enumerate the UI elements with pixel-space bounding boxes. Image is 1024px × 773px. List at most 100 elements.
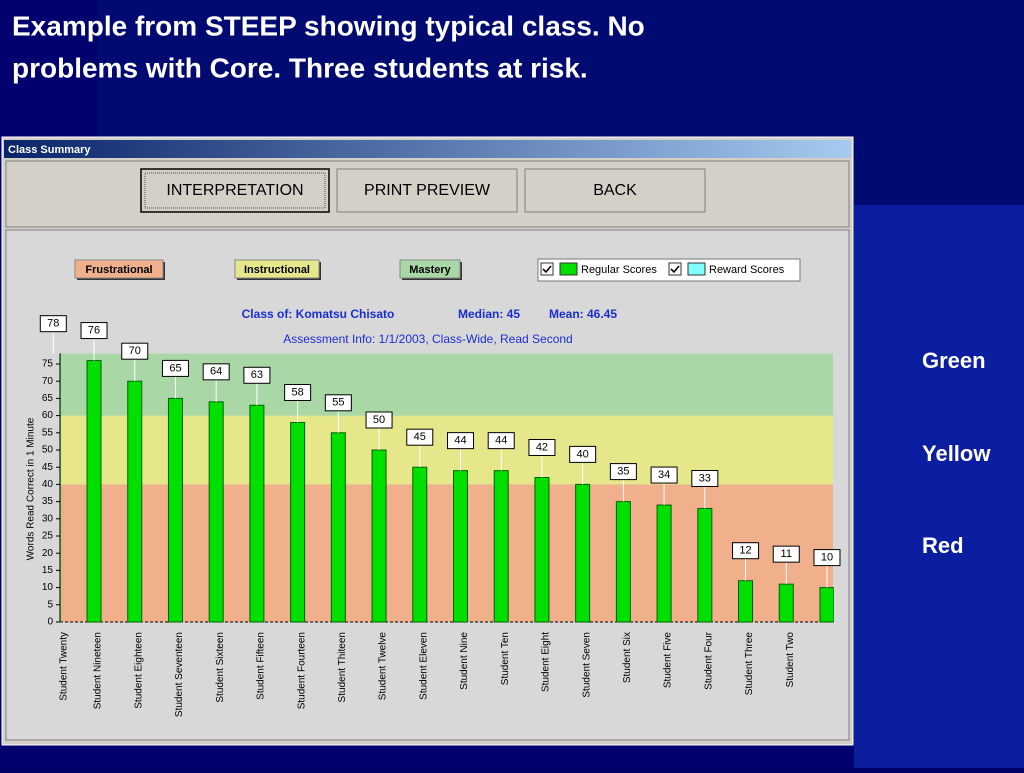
- label-box: [732, 542, 760, 560]
- x-tick-label: Student Seventeen: [174, 632, 185, 717]
- checkmark: [670, 265, 680, 274]
- value-label: 76: [88, 324, 100, 336]
- value-label: 58: [291, 386, 303, 398]
- label-box: [447, 432, 474, 450]
- value-label: 35: [617, 466, 629, 478]
- label-box: [324, 394, 352, 412]
- bar: [697, 507, 713, 623]
- label-box: [813, 549, 841, 567]
- label-box: [569, 445, 597, 463]
- button-frame[interactable]: [524, 168, 706, 213]
- value-label: 12: [739, 545, 751, 557]
- x-tick-label: Student Eleven: [418, 632, 429, 700]
- label-box: [691, 469, 719, 487]
- value-label: 40: [577, 448, 589, 460]
- x-tick-label: Student Three: [744, 632, 755, 696]
- level-label: Instructional: [244, 264, 310, 276]
- x-tick-label: Student Twenty: [59, 632, 70, 701]
- x-tick-label: Student Four: [703, 631, 714, 689]
- x-tick-label: Student Sixteen: [215, 632, 226, 703]
- y-tick-label: 60: [42, 410, 54, 421]
- title-bar: [4, 140, 851, 158]
- y-tick-label: 70: [42, 376, 54, 387]
- label-box: [609, 463, 637, 481]
- legend-label: Regular Scores: [581, 264, 657, 276]
- x-tick-label: Student Thiteen: [337, 632, 348, 702]
- button-frame[interactable]: [140, 168, 330, 213]
- label-box: [284, 383, 312, 401]
- x-tick-label: Student Fifteen: [256, 632, 267, 700]
- bar: [412, 466, 428, 623]
- x-tick-label: Student Two: [785, 632, 796, 688]
- mean: Mean: 46.45: [549, 307, 617, 321]
- y-tick-label: 20: [42, 548, 54, 559]
- chart-subtitle: Assessment Info: 1/1/2003, Class-Wide, R…: [283, 332, 572, 346]
- button-label[interactable]: PRINT PREVIEW: [364, 182, 491, 199]
- x-tick-label: Student Ten: [500, 632, 511, 685]
- median: Median: 45: [458, 307, 520, 321]
- legend-swatch: [687, 262, 706, 276]
- chart-title: Class of: Komatsu Chisato Median: 45 Mean:…: [242, 307, 618, 321]
- x-tick-label: Student Five: [663, 632, 674, 689]
- button[interactable]: INTERPRETATION: [140, 168, 330, 213]
- bar: [290, 421, 306, 623]
- x-tick-label: Student Nine: [459, 632, 470, 690]
- value-label: 64: [210, 366, 222, 378]
- level-chip: [74, 259, 164, 279]
- label-box: [121, 342, 149, 360]
- value-label: 65: [169, 362, 181, 374]
- y-axis-label: Words Read Correct in 1 Minute: [26, 417, 37, 560]
- class: Class of: Komatsu Chisato: [242, 307, 395, 321]
- x-tick-label: Student Fourteen: [296, 632, 307, 709]
- y-tick-label: 25: [42, 531, 54, 542]
- y-tick-label: 50: [42, 445, 54, 456]
- bar: [738, 580, 754, 623]
- bg-panel: [854, 205, 1024, 768]
- label-box: [528, 439, 556, 457]
- bar: [615, 501, 631, 623]
- x-tick-label: Student Eight: [541, 632, 552, 692]
- bar: [208, 401, 224, 623]
- level-label: Frustrational: [85, 264, 152, 276]
- value-label: 33: [699, 472, 711, 484]
- button[interactable]: PRINT PREVIEW: [336, 168, 518, 213]
- button[interactable]: BACK: [524, 168, 706, 213]
- button-label[interactable]: BACK: [593, 182, 637, 199]
- y-tick-label: 40: [42, 479, 54, 490]
- legend-swatch: [559, 262, 578, 276]
- bar: [778, 583, 794, 623]
- label-box: [487, 432, 515, 450]
- bar: [575, 483, 591, 623]
- checkbox: [540, 262, 554, 276]
- label-box: [406, 428, 434, 446]
- button-label[interactable]: INTERPRETATION: [166, 182, 303, 199]
- label-box: [39, 315, 67, 333]
- label-box: [243, 366, 271, 384]
- x-tick-label: Student Nineteen: [93, 632, 104, 709]
- slide-title: Example from STEEP showing typical class…: [12, 10, 645, 41]
- bar: [167, 397, 183, 623]
- bar: [493, 470, 509, 623]
- value-label: 50: [373, 414, 385, 426]
- level-label: Mastery: [409, 264, 451, 276]
- value-label: 55: [332, 397, 344, 409]
- label-box: [161, 359, 189, 377]
- value-label: 11: [781, 548, 792, 560]
- y-tick-label: 0: [47, 617, 53, 628]
- legend-label: Reward Scores: [709, 264, 785, 276]
- bar: [656, 504, 672, 623]
- level-chip: [399, 259, 461, 279]
- slide-title: problems with Core. Three students at ri…: [12, 52, 588, 83]
- button-frame[interactable]: [336, 168, 518, 213]
- label-box: [80, 322, 108, 340]
- y-tick-label: 35: [42, 496, 54, 507]
- bar: [60, 353, 61, 623]
- x-tick-label: Student Twelve: [378, 632, 389, 701]
- value-label: 10: [821, 552, 833, 564]
- value-label: 34: [658, 469, 670, 481]
- note: Yellow: [922, 441, 991, 466]
- y-tick-label: 65: [42, 393, 54, 404]
- focus-ring: [144, 172, 326, 209]
